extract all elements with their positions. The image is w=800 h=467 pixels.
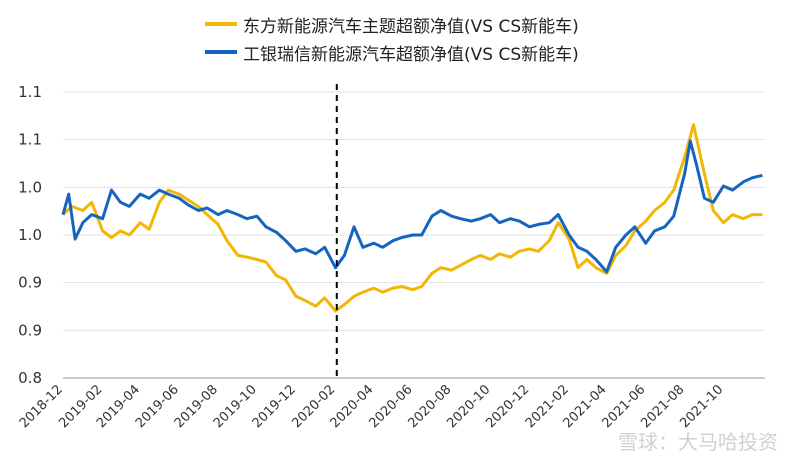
y-tick-label: 1.0 [18,178,42,196]
legend-item-east: 东方新能源汽车主题超额净值(VS CS新能车) [205,10,579,38]
y-tick-label: 0.8 [18,369,42,387]
x-tick-labels: 2018-122019-022019-042019-062019-082019-… [17,382,727,431]
gridlines [63,91,765,331]
y-tick-label: 0.9 [18,274,42,292]
series-line-icbc [61,139,763,274]
legend-label-east: 东方新能源汽车主题超额净值(VS CS新能车) [243,16,579,37]
legend-swatch-icbc [205,50,237,54]
watermark: 雪球：大马哈投资 [618,430,778,454]
y-tick-label: 0.9 [18,321,42,339]
legend-item-icbc: 工银瑞信新能源汽车超额净值(VS CS新能车) [205,38,579,66]
series-line-east [61,123,763,313]
legend-label-icbc: 工银瑞信新能源汽车超额净值(VS CS新能车) [243,44,579,65]
x-tick-label: 2021-10 [677,382,726,431]
legend-swatch-east [205,22,237,26]
y-tick-label: 1.1 [18,131,42,149]
legend: 东方新能源汽车主题超额净值(VS CS新能车) 工银瑞信新能源汽车超额净值(VS… [205,10,579,66]
series-lines [61,123,763,313]
y-tick-label: 1.0 [18,226,42,244]
y-tick-label: 1.1 [18,83,42,101]
y-tick-labels: 1.1 1.1 1.0 1.0 0.9 0.9 0.8 [18,83,42,387]
